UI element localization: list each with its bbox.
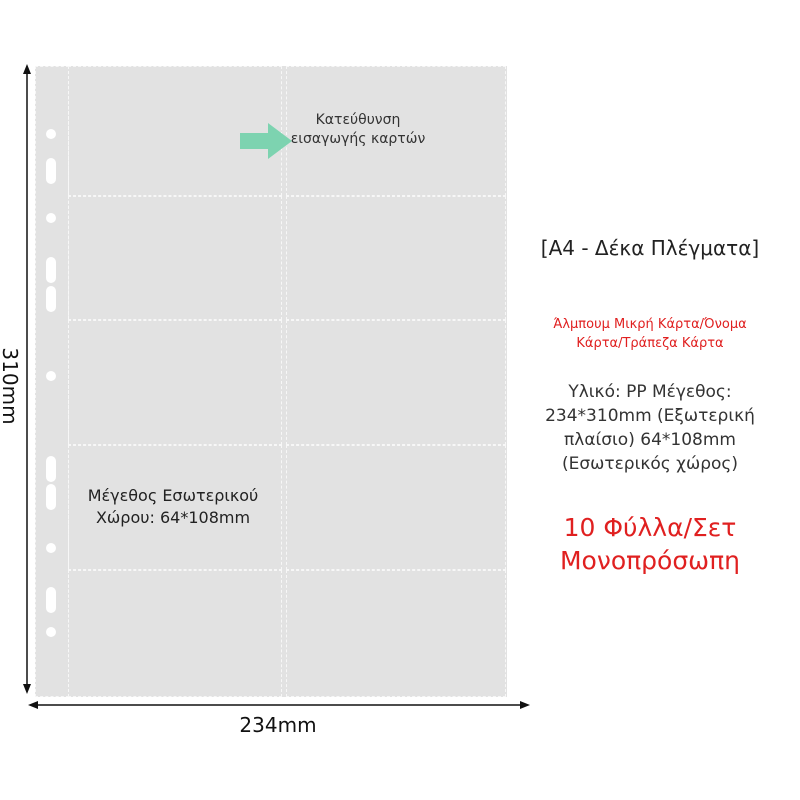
punch-hole: [46, 587, 56, 613]
punch-hole: [46, 129, 56, 139]
punch-hole: [46, 213, 56, 223]
spec-text: Υλικό: PP Μέγεθος: 234*310mm (Εξωτερική …: [520, 380, 780, 476]
punch-hole: [46, 158, 56, 184]
card-pocket: [286, 320, 506, 445]
usage-line1: Άλμπουμ Μικρή Κάρτα/Όνομα: [553, 317, 747, 332]
count-line1: 10 Φύλλα/Σετ: [563, 513, 737, 542]
width-label: 234mm: [239, 713, 317, 737]
spec-line: (Εσωτερικός χώρος): [561, 454, 738, 474]
card-sleeve-sheet: Κατεύθυνση εισαγωγής καρτών Μέγεθος Εσωτ…: [35, 66, 507, 697]
punch-hole: [46, 627, 56, 637]
punch-hole: [46, 286, 56, 312]
card-pocket: [68, 320, 282, 445]
punch-hole: [46, 456, 56, 482]
inner-size-line1: Μέγεθος Εσωτερικού: [87, 486, 259, 505]
card-pocket: [68, 445, 282, 570]
spec-line: Υλικό: PP Μέγεθος:: [568, 382, 732, 402]
punch-hole: [46, 371, 56, 381]
punch-hole: [46, 484, 56, 510]
count-line2: Μονοπρόσωπη: [559, 546, 741, 575]
product-title: [A4 - Δέκα Πλέγματα]: [540, 236, 760, 260]
usage-line2: Κάρτα/Τράπεζα Κάρτα: [576, 336, 724, 351]
inner-size-label: Μέγεθος Εσωτερικού Χώρου: 64*108mm: [73, 485, 273, 529]
usage-text: Άλμπουμ Μικρή Κάρτα/Όνομα Κάρτα/Τράπεζα …: [520, 315, 780, 353]
insert-direction-label: Κατεύθυνση εισαγωγής καρτών: [290, 112, 426, 147]
card-pocket: [68, 196, 282, 320]
card-pocket: [286, 445, 506, 570]
card-pocket: [68, 570, 282, 697]
spec-line: πλαίσιο) 64*108mm: [564, 430, 736, 450]
card-pocket: [68, 66, 282, 196]
card-pocket: [286, 570, 506, 697]
inner-size-line2: Χώρου: 64*108mm: [95, 508, 251, 527]
height-label: 310mm: [0, 347, 22, 425]
arrow-right-icon: [240, 123, 292, 159]
card-pocket: [286, 196, 506, 320]
count-text: 10 Φύλλα/Σετ Μονοπρόσωπη: [520, 511, 780, 577]
punch-hole: [46, 543, 56, 553]
card-pocket: [286, 66, 506, 196]
punch-hole: [46, 257, 56, 283]
spec-line: 234*310mm (Εξωτερική: [545, 406, 755, 426]
